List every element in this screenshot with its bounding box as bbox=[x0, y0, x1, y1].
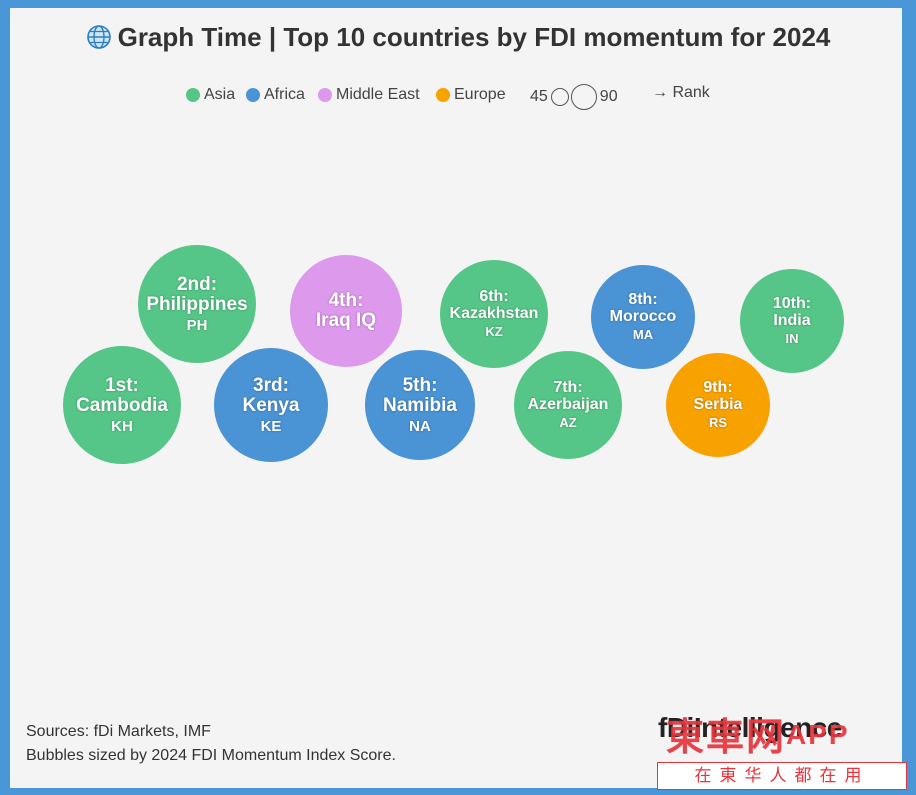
bubble-kz: 6th: Kazakhstan KZ bbox=[439, 259, 549, 369]
bubble-rank-label: 8th: bbox=[628, 290, 658, 308]
bubble-ma: 8th: Morocco MA bbox=[590, 264, 696, 370]
legend-item-middle-east: Middle East bbox=[318, 86, 420, 104]
bubble-country-label: Kazakhstan bbox=[449, 304, 539, 322]
brand-logo: fDiIntelligence bbox=[658, 712, 842, 743]
bubble-in: 10th: India IN bbox=[739, 268, 845, 374]
bubble-iq: 4th: Iraq IQ bbox=[290, 255, 402, 367]
legend-size-min: 45 bbox=[530, 88, 548, 105]
legend-item-africa: Africa bbox=[246, 86, 305, 104]
bubble-rank-label: 4th: bbox=[328, 290, 364, 312]
bubble-country-label: Serbia bbox=[693, 395, 743, 413]
bubble-rank-label: 5th: bbox=[402, 374, 438, 396]
bubble-country-label: Philippines bbox=[146, 293, 248, 315]
legend-rank-label: → Rank bbox=[652, 84, 710, 101]
bubble-code-label: MA bbox=[632, 327, 654, 343]
bubble-rank-label: 2nd: bbox=[176, 273, 218, 295]
legend-dot-africa bbox=[246, 88, 260, 102]
bubble-country-label: Kenya bbox=[242, 394, 300, 416]
bubble-country-label: Azerbaijan bbox=[527, 395, 609, 413]
legend-dot-asia bbox=[186, 88, 200, 102]
legend-label-asia: Asia bbox=[204, 86, 236, 103]
footer: Sources: fDi Markets, IMF Bubbles sized … bbox=[26, 720, 396, 768]
legend-label-africa: Africa bbox=[264, 86, 305, 103]
bubble-ph: 2nd: Philippines PH bbox=[137, 244, 257, 364]
bubble-country-label: Iraq IQ bbox=[315, 309, 377, 331]
legend-dot-europe bbox=[436, 88, 450, 102]
watermark-logo-text: 東車网 bbox=[666, 717, 787, 759]
bubble-country-label: Cambodia bbox=[76, 394, 168, 416]
bubble-code-label: RS bbox=[708, 415, 728, 431]
chart-title: Graph Time | Top 10 countries by FDI mom… bbox=[0, 22, 916, 57]
bubble-rank-label: 7th: bbox=[553, 378, 583, 396]
bubble-country-label: Namibia bbox=[383, 394, 457, 416]
bubble-rank-label: 10th: bbox=[772, 294, 812, 312]
bubble-rank-label: 6th: bbox=[479, 287, 509, 305]
legend-label-middle-east: Middle East bbox=[336, 86, 420, 103]
bubble-rank-label: 1st: bbox=[105, 374, 139, 396]
bubble-code-label: PH bbox=[186, 316, 208, 334]
bubble-code-label: IN bbox=[785, 331, 799, 347]
footer-sources: Sources: fDi Markets, IMF bbox=[26, 723, 211, 740]
bubble-na: 5th: Namibia NA bbox=[365, 350, 475, 460]
bubble-az: 7th: Azerbaijan AZ bbox=[513, 350, 623, 460]
watermark-tagline: 在東华人都在用 bbox=[657, 762, 907, 790]
legend-dot-middle-east bbox=[318, 88, 332, 102]
legend-label-europe: Europe bbox=[454, 86, 506, 103]
watermark-logo: 東車网APP bbox=[666, 706, 850, 761]
legend-size-large-circle bbox=[570, 84, 597, 110]
chart-title-text: Graph Time | Top 10 countries by FDI mom… bbox=[117, 22, 831, 52]
legend-item-asia: Asia bbox=[186, 86, 235, 104]
bubble-kh: 1st: Cambodia KH bbox=[62, 345, 182, 465]
bubble-code-label: KZ bbox=[485, 324, 503, 340]
legend-item-europe: Europe bbox=[436, 86, 506, 104]
legend-size-scale: 45 90 bbox=[530, 84, 618, 110]
legend-rank: → Rank bbox=[652, 84, 710, 102]
footer-note: Bubbles sized by 2024 FDI Momentum Index… bbox=[26, 747, 396, 764]
legend-size-max: 90 bbox=[599, 88, 618, 105]
bubble-rs: 9th: Serbia RS bbox=[665, 352, 771, 458]
bubble-rank-label: 3rd: bbox=[253, 374, 289, 396]
bubble-code-label: NA bbox=[409, 417, 431, 435]
bubble-country-label: Morocco bbox=[609, 307, 677, 325]
bubble-rank-label: 9th: bbox=[703, 378, 733, 396]
bubble-code-label: KE bbox=[260, 417, 282, 435]
bubble-code-label: AZ bbox=[559, 415, 577, 431]
watermark-app-text: APP bbox=[786, 719, 850, 750]
bubble-code-label: KH bbox=[111, 417, 133, 435]
legend-size-small-circle bbox=[550, 88, 569, 106]
globe-icon bbox=[86, 24, 112, 57]
bubble-ke: 3rd: Kenya KE bbox=[213, 347, 329, 463]
bubble-country-label: India bbox=[773, 311, 811, 329]
legend: Asia Africa Middle East Europe 45 90 → R… bbox=[0, 84, 916, 110]
